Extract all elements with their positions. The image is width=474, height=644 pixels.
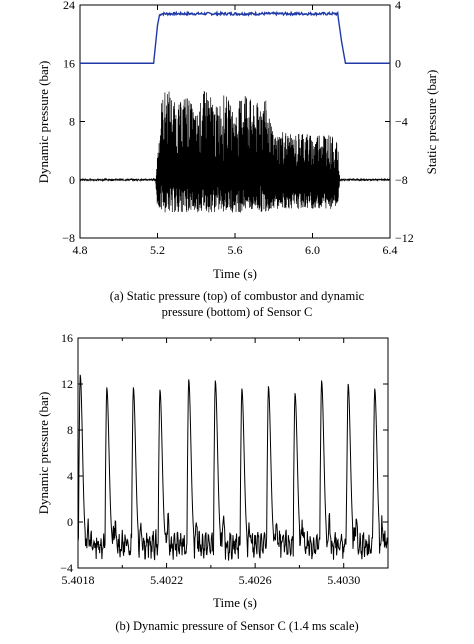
panel-a-ytick-left-label: 24 — [63, 0, 75, 12]
panel-a-ytick-right-label: −8 — [395, 173, 408, 187]
panel-b-xtick-label: 5.4030 — [327, 573, 360, 587]
panel-a-ylabel-left: Dynamic pressure (bar) — [36, 61, 51, 184]
panel-b-ytick-label: 16 — [61, 331, 73, 345]
panel-b-caption: (b) Dynamic pressure of Sensor C (1.4 ms… — [115, 619, 358, 633]
panel-b-xtick-label: 5.4018 — [62, 573, 95, 587]
panel-a-ytick-right-label: 4 — [395, 0, 401, 12]
panel-a-xtick-label: 5.6 — [228, 243, 243, 257]
panel-a-ytick-right-label: 0 — [395, 56, 401, 70]
panel-b-xtick-label: 5.4026 — [239, 573, 272, 587]
panel-a-static-pressure-line — [80, 10, 390, 64]
panel-b-plot-frame — [77, 337, 389, 569]
panel-b-ytick-label: 12 — [61, 377, 73, 391]
panel-a-ytick-left-label: 16 — [63, 56, 75, 70]
panel-b-dynamic-pressure-series — [77, 374, 389, 561]
panel-b-xtick-label: 5.4022 — [150, 573, 183, 587]
panel-a-ytick-right-label: −12 — [395, 231, 414, 245]
panel-a-xtick-label: 4.8 — [73, 243, 88, 257]
panel-a-caption-line1: (a) Static pressure (top) of combustor a… — [110, 289, 365, 303]
panel-a-ytick-left-label: 8 — [69, 115, 75, 129]
panel-a-static-pressure-series — [80, 10, 390, 64]
panel-a-ytick-right-label: −4 — [395, 115, 408, 129]
panel-a-ticks: 4.8 5.2 5.6 6.0 6.4 −8 0 8 16 24 −12 −8 −4 0 4 — [62, 0, 414, 257]
panel-a-caption-line2: pressure (bottom) of Sensor C — [162, 305, 313, 319]
panel-a-xtick-label: 5.2 — [150, 243, 165, 257]
panel-b-ticks: 5.4018 5.4022 5.4026 5.4030 −4 0 4 8 12 16 — [60, 331, 389, 587]
panel-a-xtick-label: 6.4 — [383, 243, 398, 257]
panel-b-ytick-label: 0 — [67, 515, 73, 529]
panel-a-xtick-label: 6.0 — [305, 243, 320, 257]
panel-a-dynamic-pressure-series — [79, 91, 391, 213]
panel-b-xlabel: Time (s) — [213, 595, 257, 610]
panel-a-ytick-left-label: −8 — [62, 231, 75, 245]
panel-b-dynamic-pressure-line — [77, 374, 389, 561]
panel-a-ytick-left-label: 0 — [69, 173, 75, 187]
panel-a-dynamic-pressure-line — [79, 91, 391, 213]
panel-a-xlabel: Time (s) — [213, 266, 257, 281]
panel-b-ylabel: Dynamic pressure (bar) — [36, 392, 51, 515]
panel-b-ytick-label: 4 — [67, 469, 73, 483]
panel-b-ytick-label: −4 — [60, 561, 73, 575]
panel-a-ylabel-right: Static pressure (bar) — [424, 70, 439, 175]
panel-b-ytick-label: 8 — [67, 423, 73, 437]
